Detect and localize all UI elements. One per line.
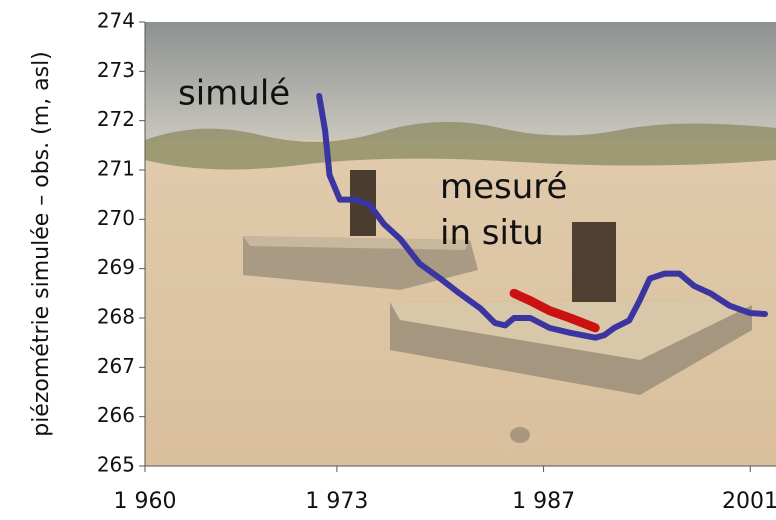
- y-tick-label: 271: [97, 157, 135, 181]
- chart: piézométrie simulée – obs. (m, asl) 265 2…: [0, 0, 776, 520]
- x-tick-label: 1 960: [114, 489, 177, 514]
- y-tick-label: 267: [97, 354, 135, 378]
- x-tick-label: 1 973: [305, 489, 368, 514]
- y-tick-label: 266: [97, 403, 135, 427]
- y-tick-label: 274: [97, 9, 135, 33]
- x-tick-label: 2001: [722, 489, 776, 514]
- y-tick-label: 273: [97, 58, 135, 82]
- y-tick-label: 269: [97, 255, 135, 279]
- y-tick-label: 270: [97, 206, 135, 230]
- y-axis-label: piézométrie simulée – obs. (m, asl): [29, 51, 54, 437]
- legend-label: simulé: [178, 74, 290, 114]
- y-tick-label: 272: [97, 107, 135, 131]
- y-tick-label: 268: [97, 305, 135, 329]
- x-tick-label: 1 987: [512, 489, 575, 514]
- y-tick-label: 265: [97, 453, 135, 477]
